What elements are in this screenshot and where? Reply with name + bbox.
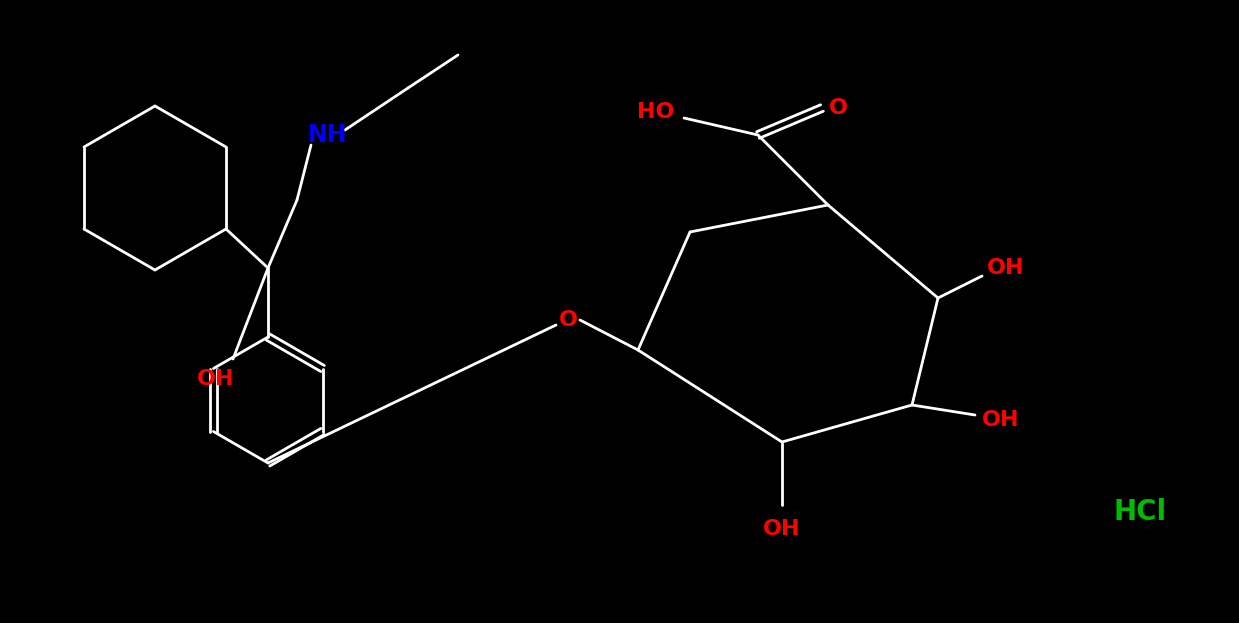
Text: HO: HO (637, 102, 675, 122)
Text: OH: OH (983, 410, 1020, 430)
Text: O: O (559, 310, 577, 330)
Text: OH: OH (987, 258, 1025, 278)
Text: O: O (829, 98, 847, 118)
Text: NH: NH (309, 123, 348, 147)
Text: OH: OH (197, 369, 234, 389)
Text: HCl: HCl (1114, 498, 1167, 526)
Text: OH: OH (763, 519, 800, 539)
